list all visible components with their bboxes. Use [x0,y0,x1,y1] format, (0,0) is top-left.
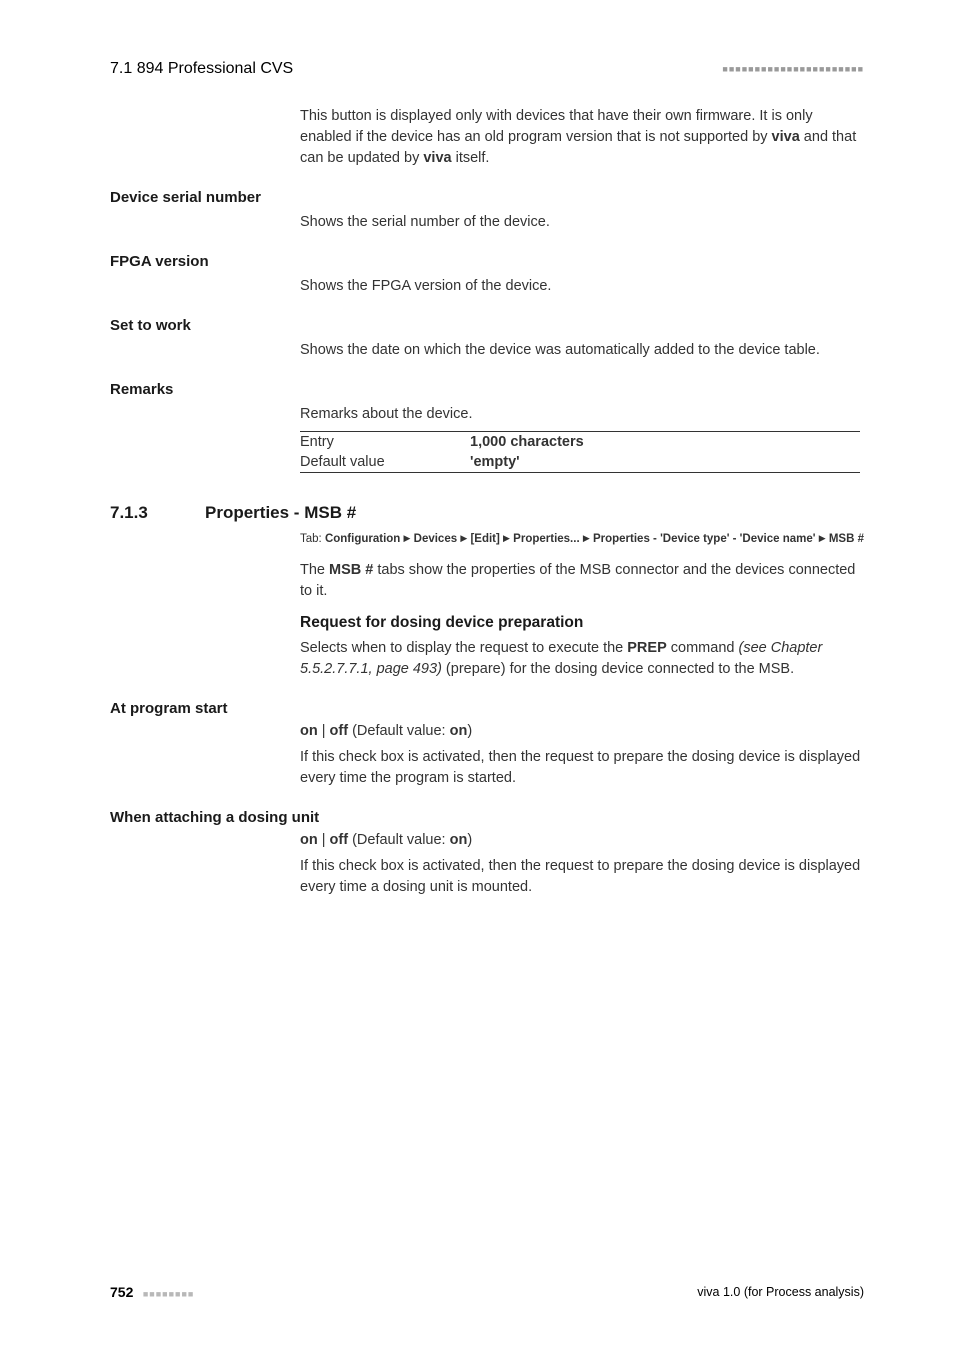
onoff-sep: | [318,723,330,739]
fpga-desc: Shows the FPGA version of the device. [300,276,864,297]
triangle-icon: ▶ [404,533,411,543]
device-serial-desc: Shows the serial number of the device. [300,212,864,233]
tab-p1: Configuration [325,533,400,545]
set-to-work-desc: Shows the date on which the device was a… [300,340,864,361]
table-row: Entry 1,000 characters [300,432,860,453]
at-program-start-onoff: on | off (Default value: on) [300,723,864,739]
at-program-start-desc: If this check box is activated, then the… [300,747,864,789]
tab-p3: [Edit] [470,533,499,545]
header-dots: ■■■■■■■■■■■■■■■■■■■■■■ [722,64,864,74]
onoff-off: off [330,832,349,848]
table-row: Default value 'empty' [300,452,860,473]
request-description: Selects when to display the request to e… [300,638,864,680]
intro-b2: viva [423,150,451,166]
when-attaching-desc: If this check box is activated, then the… [300,856,864,898]
remarks-desc: Remarks about the device. [300,404,864,425]
tab-p5: Properties - 'Device type' - 'Device nam… [593,533,816,545]
set-to-work-label: Set to work [110,317,864,334]
default-value: 'empty' [470,454,520,470]
req-post: (prepare) for the dosing device connecte… [442,661,794,677]
req-b: PREP [627,640,667,656]
msb-description: The MSB # tabs show the properties of th… [300,560,864,602]
header-section: 7.1 894 Professional CVS [110,60,293,78]
triangle-icon: ▶ [819,533,826,543]
intro-paragraph: This button is displayed only with devic… [300,106,864,169]
remarks-entry-table: Entry 1,000 characters Default value 'em… [300,431,860,473]
footer-right: viva 1.0 (for Process analysis) [697,1285,864,1299]
footer-left: 752 ■■■■■■■■ [110,1284,194,1300]
tab-breadcrumb: Tab: Configuration ▶ Devices ▶ [Edit] ▶ … [300,531,864,548]
page-footer: 752 ■■■■■■■■ viva 1.0 (for Process analy… [110,1284,864,1300]
onoff-dvpost: ) [467,723,472,739]
tab-p4: Properties... [513,533,579,545]
intro-b1: viva [772,129,800,145]
onoff-dv: on [450,832,468,848]
device-serial-label: Device serial number [110,189,864,206]
tab-p2: Devices [414,533,457,545]
page-number: 752 [110,1284,133,1300]
onoff-off: off [330,723,349,739]
triangle-icon: ▶ [583,533,590,543]
page-header: 7.1 894 Professional CVS ■■■■■■■■■■■■■■■… [110,60,864,78]
req-mid: command [667,640,739,656]
msb-pre: The [300,562,329,578]
onoff-dvpre: (Default value: [348,832,450,848]
at-program-start-label: At program start [110,700,864,717]
onoff-dvpost: ) [467,832,472,848]
entry-value: 1,000 characters [470,434,584,450]
section-number: 7.1.3 [110,503,205,523]
request-subheading: Request for dosing device preparation [300,614,864,632]
tab-p6: MSB # [829,533,864,545]
when-attaching-onoff: on | off (Default value: on) [300,832,864,848]
msb-post: tabs show the properties of the MSB conn… [300,562,855,599]
default-label: Default value [300,452,470,473]
onoff-dv: on [450,723,468,739]
footer-dots: ■■■■■■■■ [143,1289,195,1299]
msb-b: MSB # [329,562,373,578]
tab-prefix: Tab: [300,533,325,545]
section-heading: 7.1.3Properties - MSB # [110,503,864,523]
req-pre: Selects when to display the request to e… [300,640,627,656]
onoff-on: on [300,723,318,739]
fpga-label: FPGA version [110,253,864,270]
intro-post: itself. [452,150,490,166]
triangle-icon: ▶ [460,533,467,543]
when-attaching-label: When attaching a dosing unit [110,809,864,826]
onoff-sep: | [318,832,330,848]
entry-label: Entry [300,432,470,453]
onoff-on: on [300,832,318,848]
intro-pre: This button is displayed only with devic… [300,108,813,145]
triangle-icon: ▶ [503,533,510,543]
onoff-dvpre: (Default value: [348,723,450,739]
section-title: Properties - MSB # [205,503,356,522]
remarks-label: Remarks [110,381,864,398]
